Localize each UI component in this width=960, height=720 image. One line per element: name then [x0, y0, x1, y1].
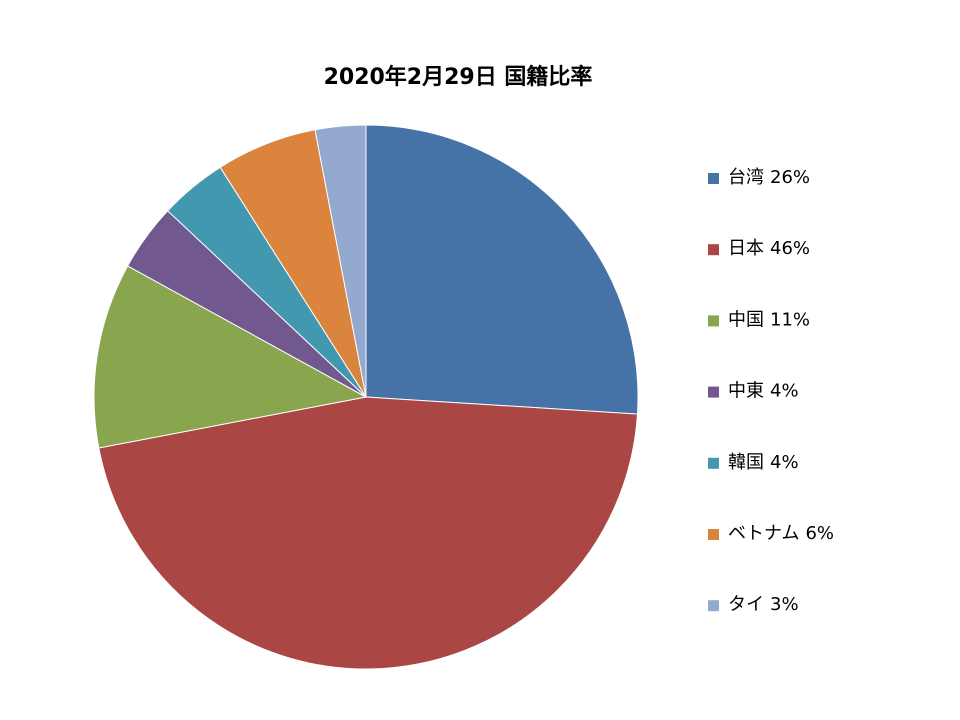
- pie-slice: [98, 396, 638, 670]
- legend-swatch: [708, 600, 719, 612]
- legend-swatch: [708, 457, 719, 469]
- pie-slice: [314, 124, 367, 398]
- legend-label: 中国 11%: [728, 309, 810, 330]
- legend-category: 中国: [728, 309, 764, 330]
- legend-value: 4%: [770, 452, 799, 473]
- pie-slice: [365, 124, 639, 415]
- chart-title: 2020年2月29日 国籍比率: [324, 64, 593, 90]
- legend-label: 中東 4%: [728, 381, 799, 402]
- legend-value: 6%: [805, 523, 834, 544]
- legend-label: 日本 46%: [728, 238, 810, 259]
- legend-value: 3%: [770, 594, 799, 615]
- legend-value: 4%: [770, 381, 799, 402]
- legend-category: 韓国: [728, 452, 764, 473]
- legend-swatch: [708, 173, 719, 184]
- pie-slice: [93, 265, 368, 449]
- legend-label: 台湾 26%: [728, 167, 810, 188]
- legend-swatch: [708, 244, 719, 256]
- legend-label: 韓国 4%: [728, 452, 799, 473]
- legend-label: ベトナム 6%: [728, 523, 834, 544]
- legend-label: タイ 3%: [728, 594, 799, 615]
- legend-swatch: [708, 386, 719, 398]
- legend-category: 台湾: [728, 167, 764, 188]
- legend-category: ベトナム: [728, 523, 799, 544]
- legend-value: 46%: [770, 238, 810, 259]
- legend-swatch: [708, 315, 719, 327]
- legend-category: 中東: [728, 381, 764, 402]
- legend-value: 26%: [770, 167, 810, 188]
- legend-swatch: [708, 529, 719, 540]
- legend-category: 日本: [728, 238, 764, 259]
- legend-category: タイ: [728, 594, 764, 615]
- legend-value: 11%: [770, 309, 810, 330]
